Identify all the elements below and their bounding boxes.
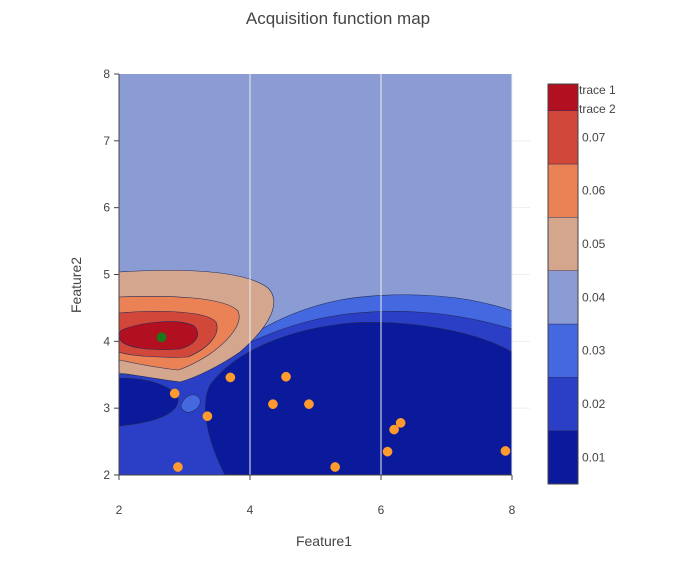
colorbar-tick-label: 0.02 [582, 397, 606, 411]
scatter-point-1[interactable] [500, 446, 511, 456]
plot-area [119, 74, 512, 475]
contour-level-0.005-0.015-left [119, 377, 179, 427]
x-axis-ticks: 2 4 6 8 [116, 474, 516, 517]
colorbar-tick-label: 0.04 [582, 290, 606, 304]
scatter-point-1[interactable] [382, 446, 393, 457]
colorbar-band [547, 163, 579, 218]
colorbar-outline [547, 83, 579, 485]
scatter-point-1[interactable] [225, 372, 236, 383]
scatter-point-1[interactable] [281, 371, 291, 382]
colorbar-band [547, 270, 579, 325]
scatter-point-1[interactable] [169, 388, 180, 399]
colorbar-band [547, 377, 579, 431]
colorbar: 0.01 0.02 0.03 0.04 0.05 0.06 0.07 [547, 83, 606, 485]
colorbar-band [547, 110, 579, 165]
colorbar-tick-label: 0.05 [582, 237, 606, 251]
y-tick-label: 4 [103, 334, 110, 348]
scatter-point-1[interactable] [304, 399, 314, 410]
chart-title: Acquisition function map [246, 9, 430, 28]
scatter-point-1[interactable] [268, 399, 278, 410]
colorbar-tick-label: 0.03 [582, 344, 606, 358]
legend-item-trace-2[interactable]: trace 2 [579, 102, 616, 116]
colorbar-tick-label: 0.07 [582, 130, 606, 144]
x-tick-label: 8 [509, 503, 516, 517]
colorbar-band [547, 430, 579, 485]
legend: trace 1 trace 2 [579, 83, 616, 116]
y-tick-label: 6 [103, 201, 110, 215]
colorbar-band [547, 323, 579, 378]
x-tick-label: 6 [378, 503, 385, 517]
axes: 2 4 6 8 2 3 4 5 6 7 8 [103, 67, 530, 517]
colorbar-tick-label: 0.06 [582, 184, 606, 198]
scatter-point-1[interactable] [330, 462, 340, 472]
scatter-markers [156, 332, 511, 472]
y-axis-label: Feature2 [68, 257, 84, 313]
x-tick-label: 2 [116, 503, 123, 517]
contour-level-0.025-0.035-island [180, 394, 201, 413]
x-tick-label: 4 [247, 503, 254, 517]
colorbar-tick-label: 0.01 [582, 450, 606, 464]
y-axis-ticks: 2 3 4 5 6 7 8 [103, 67, 120, 482]
scatter-point-1[interactable] [395, 418, 406, 428]
colorbar-band [547, 217, 579, 271]
scatter-point-1[interactable] [173, 462, 183, 472]
y-gridlines [512, 140, 530, 409]
x-axis-label: Feature1 [296, 533, 352, 549]
scatter-point-1[interactable] [389, 424, 399, 435]
y-tick-label: 8 [103, 67, 110, 81]
y-tick-label: 2 [103, 468, 110, 482]
y-tick-label: 3 [103, 401, 110, 415]
y-tick-label: 5 [103, 268, 110, 282]
colorbar-band [547, 83, 579, 111]
scatter-point-2[interactable] [156, 332, 167, 343]
scatter-point-1[interactable] [202, 411, 213, 422]
y-tick-label: 7 [103, 134, 110, 148]
legend-item-trace-1[interactable]: trace 1 [579, 83, 616, 97]
